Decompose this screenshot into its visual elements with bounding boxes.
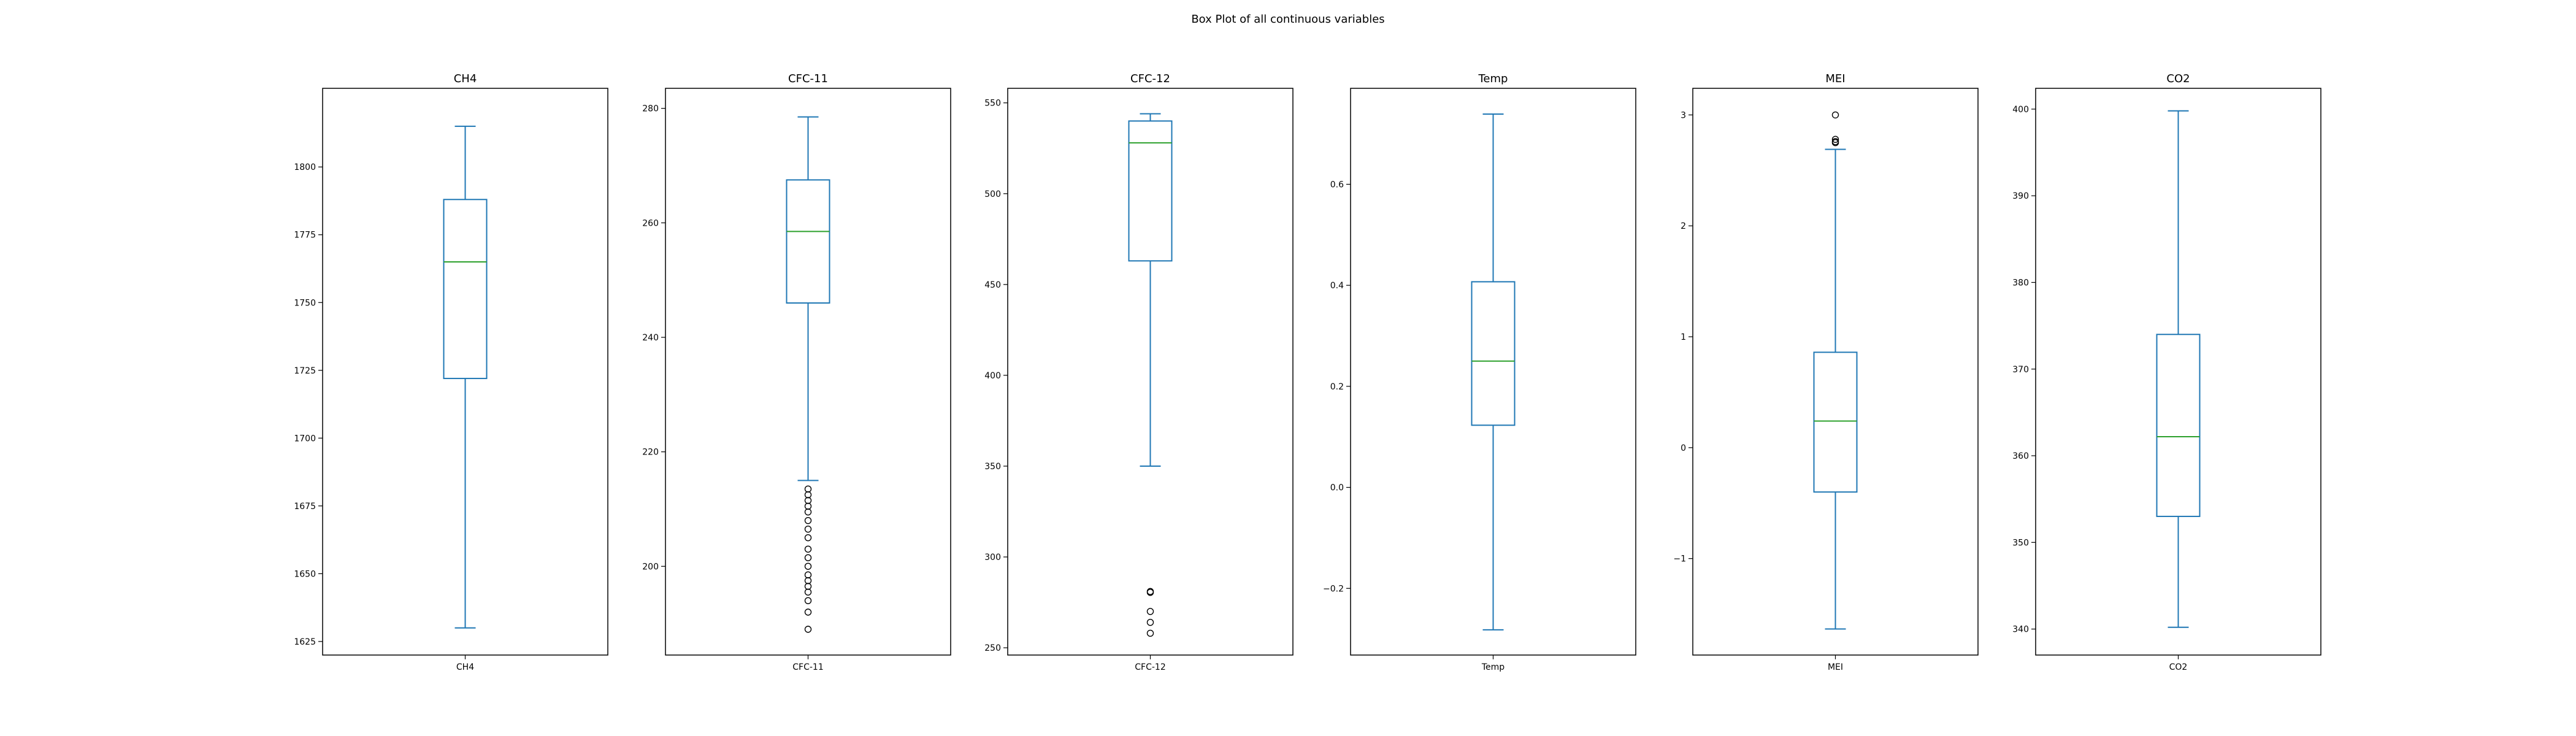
outlier-point [804,502,812,510]
y-tick-label: 0.4 [1330,281,1344,291]
x-tick-label: CFC-12 [1135,662,1165,672]
y-tick-label: −1 [1673,554,1686,564]
outlier-point [1831,139,1839,147]
y-tick-label: 390 [2012,191,2029,201]
x-tick-label: CH4 [456,662,474,672]
y-tick-label: 3 [1681,110,1686,120]
y-tick-label: 260 [642,218,659,228]
y-tick-label: 350 [984,462,1001,472]
panel-ch4: CH4 1625 1650 1675 1700 1725 1750 1775 1800 CH4 [294,72,608,672]
y-tick-label: 340 [2012,625,2029,635]
y-tick-label: 1750 [294,298,316,308]
x-tick-label: MEI [1828,662,1843,672]
y-tick-label: 200 [642,562,659,572]
y-tick-label: 1700 [294,434,316,443]
y-tick-label: 1625 [294,637,316,647]
outlier-point [804,608,812,616]
panel-title: Temp [1478,72,1508,85]
iqr-box [786,179,830,304]
y-tick-label: 400 [2012,105,2029,115]
y-tick-label: 1725 [294,366,316,376]
x-tick-label: CO2 [2169,662,2188,672]
y-tick-label: 0.2 [1330,382,1344,392]
y-tick-label: 0 [1681,443,1686,453]
outlier-point [804,545,812,553]
outlier-point [804,508,812,516]
y-tick-label: 1 [1681,332,1686,342]
iqr-box [443,199,488,380]
outlier-point [1146,618,1154,626]
y-tick-label: 0.6 [1330,180,1344,190]
outlier-point [804,491,812,499]
y-tick-label: 1650 [294,569,316,579]
y-tick-label: 380 [2012,278,2029,288]
y-tick-label: 400 [984,371,1001,381]
outlier-point [804,577,812,585]
y-tick-label: 500 [984,190,1001,199]
y-tick-label: 1800 [294,163,316,172]
outlier-point [804,497,812,504]
y-tick-label: 550 [984,99,1001,109]
panel-title: CO2 [2166,72,2190,85]
y-tick-label: 280 [642,104,659,114]
outlier-point [804,516,812,524]
outlier-point [804,554,812,562]
y-tick-label: −0.2 [1323,584,1344,594]
y-tick-label: 240 [642,333,659,343]
outlier-point [804,583,812,590]
outlier-point [804,562,812,570]
iqr-box [1471,281,1516,426]
y-tick-label: 0.0 [1330,483,1344,493]
panel-mei: MEI −1 0 1 2 3 MEI [1673,72,1979,672]
panel-title: CFC-11 [788,72,828,85]
x-tick-label: Temp [1481,662,1505,672]
y-tick-label: 450 [984,280,1001,290]
panel-co2: CO2 340 350 360 370 380 390 400 CO2 [2012,72,2321,672]
panels-layer: CH4 1625 1650 1675 1700 1725 1750 1775 1800 CH4 CF… [294,72,2321,672]
y-tick-label: 370 [2012,365,2029,375]
outlier-point [804,485,812,493]
outlier-point [1831,111,1839,119]
chart-title: Box Plot of all continuous variables [1191,13,1384,26]
outlier-point [1146,629,1154,637]
y-tick-label: 250 [984,643,1001,653]
panel-temp: Temp −0.2 0.0 0.2 0.4 0.6 Temp [1323,72,1636,672]
x-tick-label: CFC-11 [792,662,823,672]
y-tick-label: 2 [1681,221,1686,231]
iqr-box [1128,120,1173,262]
panel-title: CH4 [454,72,477,85]
iqr-box [1813,351,1858,493]
y-tick-label: 300 [984,553,1001,562]
panel-title: MEI [1825,72,1845,85]
outlier-point [804,571,812,579]
outlier-point [1146,608,1154,615]
outlier-point [804,626,812,633]
outlier-point [804,597,812,605]
outlier-point [804,525,812,533]
y-tick-label: 220 [642,448,659,458]
y-tick-label: 350 [2012,538,2029,548]
outlier-point [804,588,812,596]
outlier-point [1831,136,1839,143]
iqr-box [2156,334,2201,517]
y-tick-label: 1775 [294,231,316,240]
outlier-point [1146,589,1154,596]
outlier-point [804,534,812,542]
panel-cfc-12: CFC-12 250 300 350 400 450 500 550 CFC-12 [984,72,1294,672]
panel-cfc-11: CFC-11 200 220 240 260 280 CFC-11 [642,72,951,672]
y-tick-label: 1675 [294,502,316,512]
panel-title: CFC-12 [1130,72,1170,85]
y-tick-label: 360 [2012,451,2029,461]
